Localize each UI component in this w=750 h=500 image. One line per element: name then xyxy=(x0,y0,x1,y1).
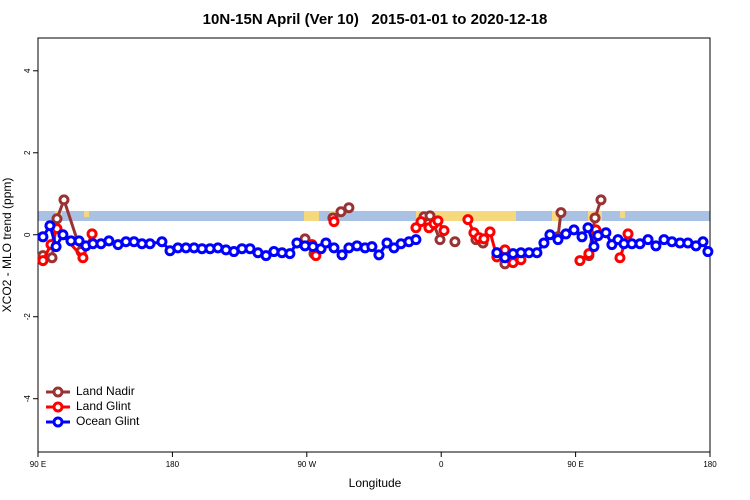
y-tick-label: -2 xyxy=(23,313,32,321)
point xyxy=(244,243,256,255)
y-tick-label: -4 xyxy=(23,395,32,403)
point xyxy=(156,236,168,248)
point xyxy=(50,241,62,253)
point xyxy=(381,237,393,249)
point xyxy=(77,252,89,264)
point xyxy=(51,213,63,225)
point xyxy=(555,207,567,219)
x-axis-label: Longitude xyxy=(349,476,402,490)
point xyxy=(86,228,98,240)
point xyxy=(343,202,355,214)
legend-marker xyxy=(52,401,64,413)
legend-marker xyxy=(52,386,64,398)
point xyxy=(424,210,436,222)
point xyxy=(478,233,490,245)
point xyxy=(583,248,595,260)
map-strip xyxy=(38,211,710,221)
x-tick-label: 90 W xyxy=(297,460,316,469)
point xyxy=(544,229,556,241)
point xyxy=(491,247,503,259)
point xyxy=(600,227,612,239)
y-axis-label: XCO2 - MLO trend (ppm) xyxy=(0,178,14,313)
legend-label: Land Nadir xyxy=(76,384,135,398)
point xyxy=(37,231,49,243)
x-tick-label: 90 E xyxy=(30,460,46,469)
point xyxy=(622,228,634,240)
x-tick-label: 180 xyxy=(703,460,717,469)
chart-title: 10N-15N April (Ver 10) 2015-01-01 to 202… xyxy=(203,11,548,28)
point xyxy=(650,240,662,252)
point xyxy=(574,255,586,267)
point xyxy=(449,236,461,248)
point xyxy=(634,238,646,250)
point xyxy=(434,234,446,246)
point xyxy=(310,250,322,262)
point xyxy=(552,234,564,246)
legend-label: Ocean Glint xyxy=(76,414,140,428)
point xyxy=(582,222,594,234)
point xyxy=(410,234,422,246)
point xyxy=(335,206,347,218)
point xyxy=(320,237,332,249)
point xyxy=(438,225,450,237)
point xyxy=(415,216,427,228)
point xyxy=(588,241,600,253)
point xyxy=(595,194,607,206)
point xyxy=(499,252,511,264)
point xyxy=(614,252,626,264)
legend-marker xyxy=(52,416,64,428)
point xyxy=(484,226,496,238)
point xyxy=(568,224,580,236)
point xyxy=(642,234,654,246)
point xyxy=(462,214,474,226)
point xyxy=(336,249,348,261)
plot-frame xyxy=(37,37,711,453)
y-tick-label: 4 xyxy=(23,68,32,73)
point xyxy=(260,250,272,262)
point xyxy=(284,248,296,260)
point xyxy=(589,212,601,224)
point xyxy=(560,228,572,240)
point xyxy=(73,235,85,247)
y-tick-label: 2 xyxy=(23,150,32,155)
point xyxy=(576,231,588,243)
point xyxy=(328,242,340,254)
point xyxy=(373,249,385,261)
point xyxy=(366,241,378,253)
point xyxy=(432,215,444,227)
point xyxy=(328,216,340,228)
point xyxy=(697,236,709,248)
point xyxy=(58,194,70,206)
point xyxy=(702,246,714,258)
point xyxy=(37,255,49,267)
point xyxy=(57,229,69,241)
x-tick-label: 0 xyxy=(439,460,444,469)
point xyxy=(538,237,550,249)
legend-label: Land Glint xyxy=(76,399,131,413)
point xyxy=(144,238,156,250)
point xyxy=(531,247,543,259)
point xyxy=(103,235,115,247)
x-tick-label: 90 E xyxy=(567,460,583,469)
y-tick-label: 0 xyxy=(23,232,32,237)
point xyxy=(46,252,58,264)
point xyxy=(44,220,56,232)
x-tick-label: 180 xyxy=(166,460,180,469)
